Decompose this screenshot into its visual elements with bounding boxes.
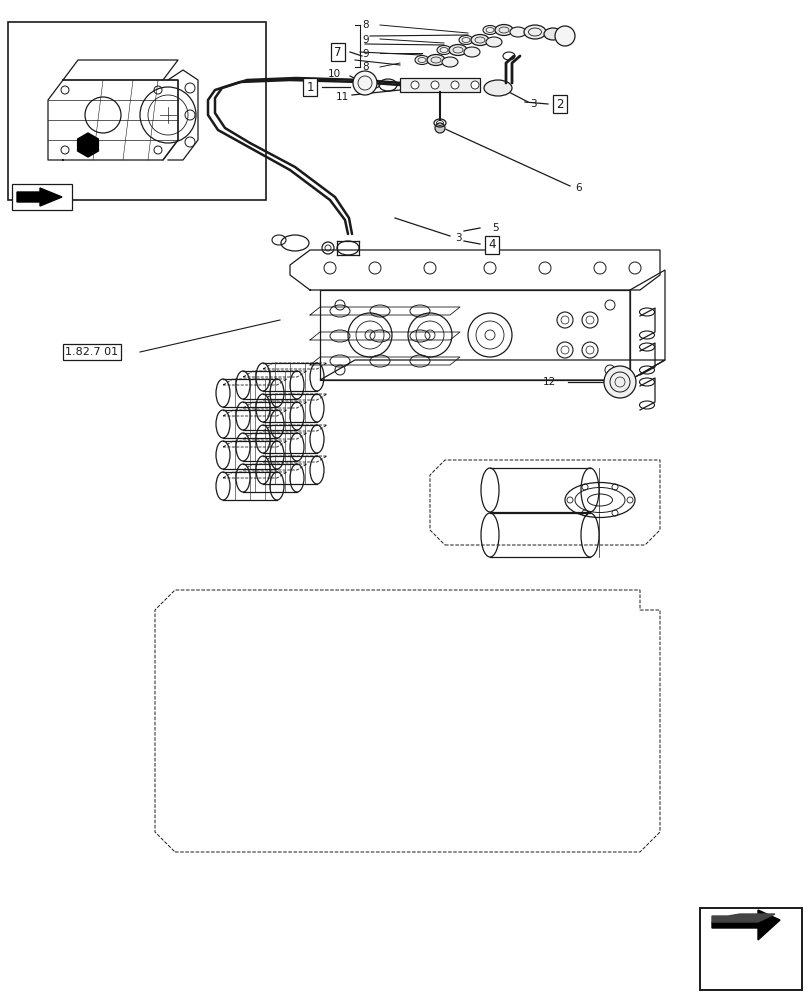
Text: 12: 12: [542, 377, 556, 387]
Polygon shape: [78, 133, 98, 157]
Polygon shape: [711, 910, 779, 940]
Ellipse shape: [483, 80, 512, 96]
Text: 11: 11: [336, 92, 349, 102]
Text: 1: 1: [306, 81, 313, 94]
Circle shape: [603, 366, 635, 398]
Text: 5: 5: [491, 223, 498, 233]
Circle shape: [554, 26, 574, 46]
Text: 1.82.7 01: 1.82.7 01: [66, 347, 118, 357]
Ellipse shape: [509, 27, 526, 37]
Ellipse shape: [523, 25, 545, 39]
Text: 9: 9: [362, 35, 368, 45]
Ellipse shape: [486, 37, 501, 47]
Bar: [699, 908, 801, 990]
Text: 9: 9: [362, 49, 368, 59]
Ellipse shape: [483, 26, 496, 35]
Circle shape: [410, 81, 418, 89]
Polygon shape: [711, 914, 774, 922]
Circle shape: [470, 81, 478, 89]
Ellipse shape: [543, 28, 561, 40]
Polygon shape: [17, 188, 62, 206]
Text: 2: 2: [556, 98, 563, 111]
Ellipse shape: [414, 56, 428, 65]
Text: 3: 3: [454, 233, 461, 243]
Bar: [12, 184, 72, 210]
Text: 4: 4: [487, 238, 496, 251]
Ellipse shape: [436, 46, 450, 55]
Circle shape: [435, 123, 444, 133]
Ellipse shape: [448, 44, 466, 56]
Circle shape: [431, 81, 439, 89]
Text: 3: 3: [530, 99, 536, 109]
Ellipse shape: [427, 54, 444, 66]
Bar: [8, 22, 266, 200]
Text: 7: 7: [334, 46, 341, 59]
Text: 10: 10: [328, 69, 341, 79]
Ellipse shape: [441, 57, 457, 67]
Ellipse shape: [458, 36, 473, 45]
Ellipse shape: [470, 34, 488, 46]
Circle shape: [450, 81, 458, 89]
Text: 6: 6: [574, 183, 581, 193]
Bar: [400, 78, 479, 92]
Text: 8: 8: [362, 62, 368, 72]
Ellipse shape: [463, 47, 479, 57]
Text: 8: 8: [362, 20, 368, 30]
Ellipse shape: [495, 24, 513, 36]
Circle shape: [353, 71, 376, 95]
